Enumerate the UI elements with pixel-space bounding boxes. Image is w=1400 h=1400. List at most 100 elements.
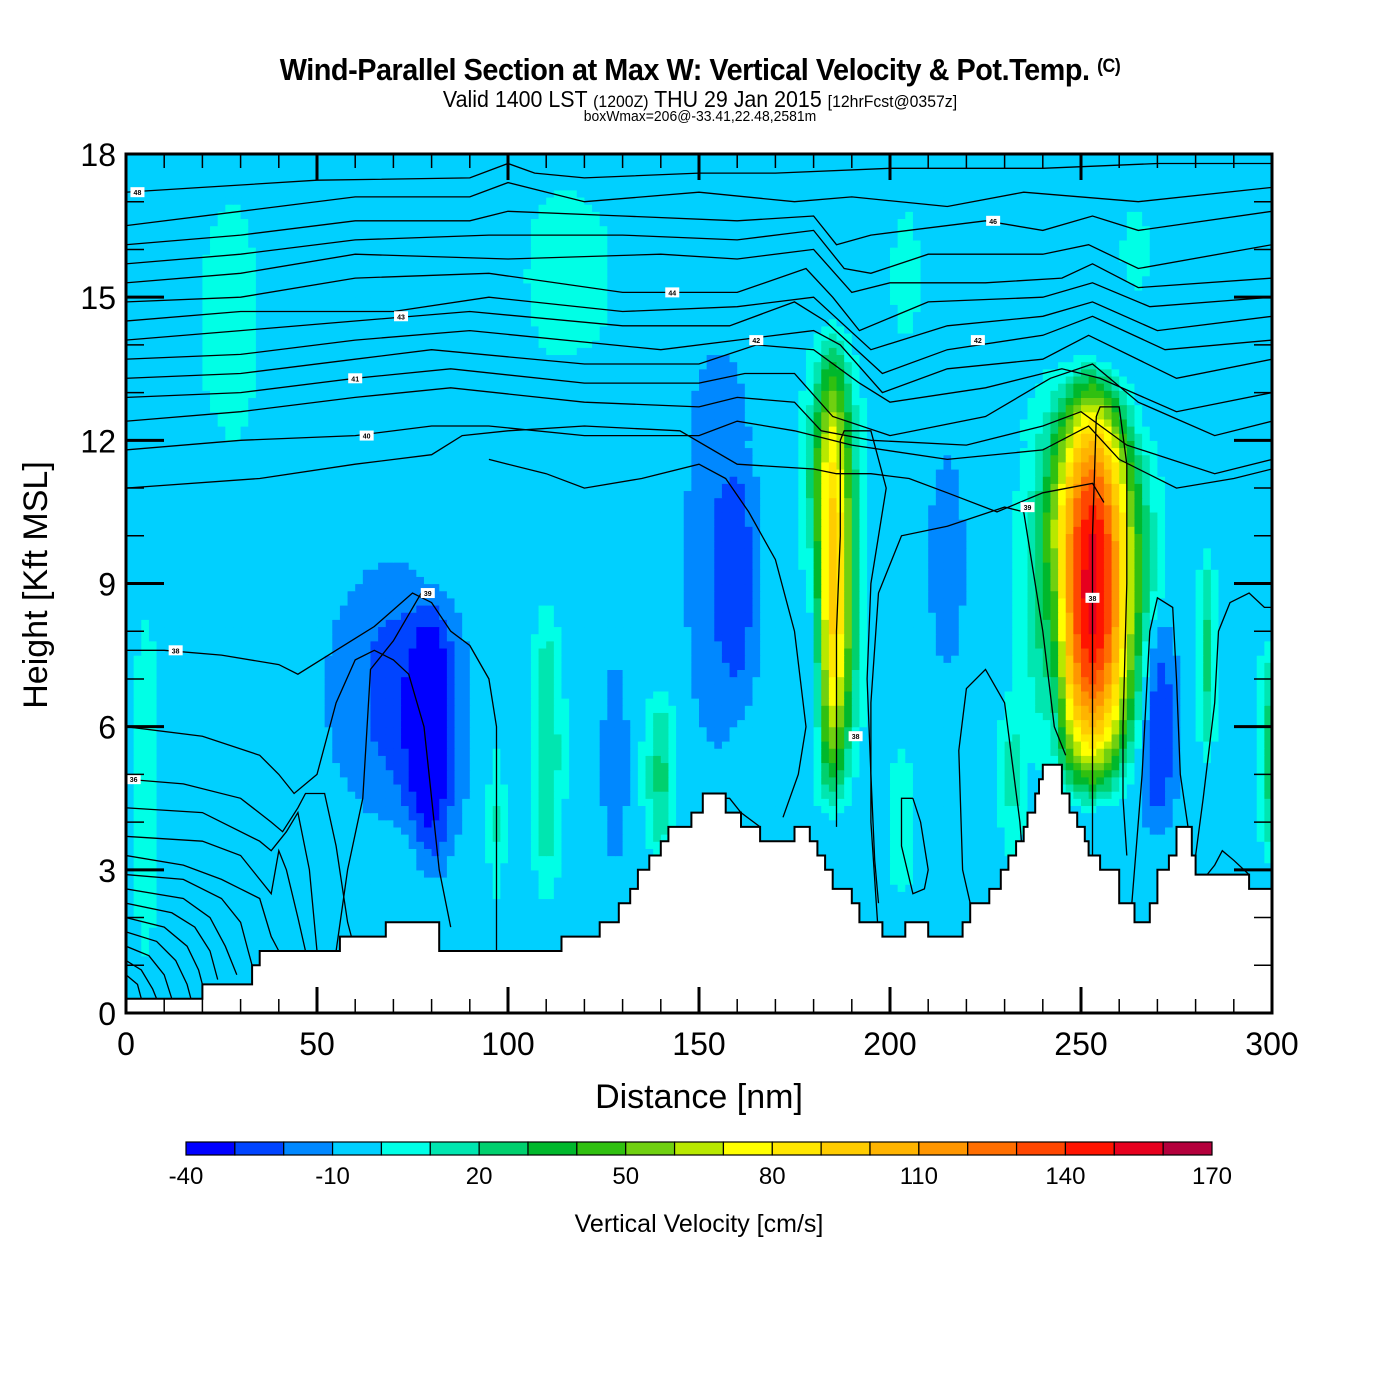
velocity-cell xyxy=(362,848,372,857)
velocity-cell xyxy=(645,798,654,807)
velocity-cell xyxy=(171,805,181,814)
velocity-cell xyxy=(156,798,165,807)
velocity-cell xyxy=(905,905,914,914)
velocity-cell xyxy=(477,891,486,900)
velocity-cell xyxy=(164,834,173,842)
velocity-cell xyxy=(508,848,517,857)
velocity-cell xyxy=(240,955,249,964)
velocity-cell xyxy=(126,984,135,993)
velocity-cell xyxy=(844,783,853,792)
velocity-cell xyxy=(1226,819,1235,828)
velocity-cell xyxy=(905,862,914,871)
velocity-cell xyxy=(1103,812,1113,821)
velocity-cell xyxy=(1027,798,1036,807)
velocity-cell xyxy=(790,805,799,814)
velocity-cell xyxy=(1149,798,1158,807)
velocity-cell xyxy=(217,862,226,871)
velocity-cell xyxy=(1103,805,1113,814)
velocity-cell xyxy=(225,834,234,842)
velocity-cell xyxy=(538,862,547,871)
velocity-cell xyxy=(317,934,326,943)
velocity-cell xyxy=(301,869,310,878)
velocity-cell xyxy=(339,869,349,878)
velocity-cell xyxy=(194,991,203,1000)
velocity-cell xyxy=(882,891,891,900)
velocity-cell xyxy=(355,791,364,799)
velocity-cell xyxy=(500,919,509,928)
velocity-cell xyxy=(859,862,868,871)
velocity-cell xyxy=(1019,798,1029,807)
velocity-cell xyxy=(446,934,456,943)
velocity-cell xyxy=(1233,826,1243,835)
velocity-cell xyxy=(141,884,150,892)
velocity-cell xyxy=(1134,876,1143,885)
velocity-cell xyxy=(317,927,326,935)
velocity-cell xyxy=(951,876,960,885)
velocity-cell xyxy=(1111,776,1120,785)
velocity-cell xyxy=(1172,812,1181,821)
velocity-cell xyxy=(416,834,425,842)
velocity-cell xyxy=(645,812,654,821)
velocity-cell xyxy=(676,805,685,814)
velocity-cell xyxy=(317,798,326,807)
velocity-cell xyxy=(446,862,456,871)
velocity-cell xyxy=(500,891,509,900)
velocity-cell xyxy=(278,927,288,935)
velocity-cell xyxy=(637,826,647,835)
velocity-cell xyxy=(622,862,631,871)
velocity-cell xyxy=(148,934,158,943)
velocity-cell xyxy=(989,783,998,792)
velocity-cell xyxy=(317,841,326,849)
velocity-cell xyxy=(836,798,845,807)
velocity-cell xyxy=(248,805,257,814)
velocity-cell xyxy=(546,834,555,842)
velocity-cell xyxy=(485,783,494,792)
velocity-cell xyxy=(592,776,601,785)
velocity-cell xyxy=(1256,783,1265,792)
velocity-cell xyxy=(630,805,639,814)
velocity-cell xyxy=(614,869,624,878)
velocity-cell xyxy=(844,791,853,799)
velocity-cell xyxy=(943,819,952,828)
velocity-cell xyxy=(592,855,601,864)
velocity-cell xyxy=(1073,805,1082,814)
velocity-cell xyxy=(859,819,868,828)
velocity-cell xyxy=(477,912,486,921)
velocity-cell xyxy=(187,826,196,835)
velocity-cell xyxy=(569,819,578,828)
velocity-cell xyxy=(385,884,394,892)
velocity-cell xyxy=(454,869,463,878)
velocity-cell xyxy=(294,791,303,799)
velocity-cell xyxy=(614,826,624,835)
velocity-cell xyxy=(339,905,349,914)
velocity-cell xyxy=(974,826,983,835)
velocity-cell xyxy=(928,891,937,900)
velocity-cell xyxy=(462,898,471,907)
velocity-cell xyxy=(561,919,570,928)
velocity-cell xyxy=(255,812,265,821)
velocity-cell xyxy=(485,884,494,892)
velocity-cell xyxy=(1264,819,1272,828)
velocity-cell xyxy=(202,962,211,971)
velocity-cell xyxy=(194,834,203,842)
velocity-cell xyxy=(783,783,792,792)
velocity-cell xyxy=(676,812,685,821)
velocity-cell xyxy=(943,869,952,878)
velocity-cell xyxy=(760,776,769,785)
velocity-cell xyxy=(859,776,868,785)
velocity-cell xyxy=(523,798,532,807)
velocity-cell xyxy=(485,841,494,849)
velocity-cell xyxy=(263,769,272,778)
velocity-cell xyxy=(126,805,135,814)
velocity-cell xyxy=(370,855,379,864)
velocity-cell xyxy=(133,912,142,921)
velocity-cell xyxy=(920,812,929,821)
velocity-cell xyxy=(324,841,333,849)
copyright-mark: (C) xyxy=(1097,56,1121,77)
velocity-cell xyxy=(859,798,868,807)
velocity-cell xyxy=(859,855,868,864)
velocity-cell xyxy=(240,970,249,978)
velocity-cell xyxy=(370,876,379,885)
velocity-cell xyxy=(844,819,853,828)
velocity-cell xyxy=(133,841,142,849)
